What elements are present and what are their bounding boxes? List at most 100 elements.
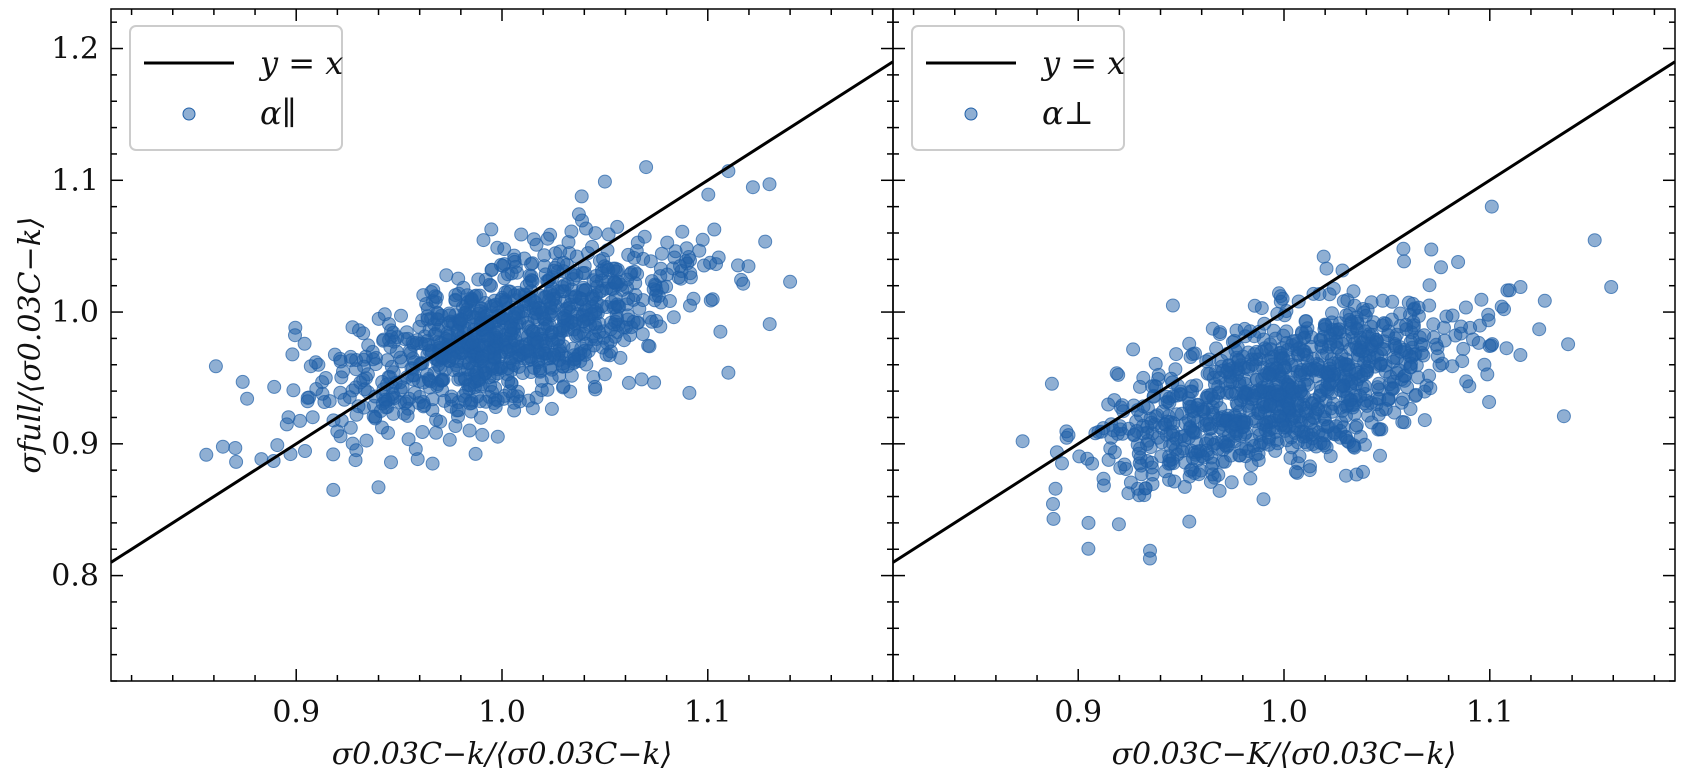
right-scatter-point: [1322, 377, 1337, 392]
left-scatter-point: [610, 297, 625, 312]
left-scatter-point: [456, 299, 470, 314]
right-scatter-point: [1302, 463, 1317, 478]
right-scatter-point: [1107, 445, 1122, 460]
right-scatter-point: [1189, 436, 1204, 450]
right-scatter-point: [1402, 348, 1417, 363]
right-scatter-point: [1219, 439, 1234, 454]
left-scatter-point: [485, 361, 500, 376]
right-legend-marker-swatch: [964, 107, 978, 121]
left-scatter-point: [539, 289, 554, 304]
left-scatter-point: [520, 343, 535, 358]
left-scatter-point: [458, 392, 473, 407]
right-scatter-point: [1182, 399, 1197, 414]
left-scatter-point: [442, 308, 457, 323]
left-x-tick-label: 1.1: [684, 695, 732, 730]
left-scatter-point: [631, 315, 646, 330]
left-scatter-point: [349, 407, 364, 422]
panel-left: 0.9 1.0 1.1 0.8 0.9 1.0 1.1 1.2 σ0.03C−k/⟨σ0.0…: [13, 8, 894, 772]
right-scatter-point: [1561, 337, 1576, 352]
left-scatter-point: [408, 442, 423, 456]
left-scatter-point: [713, 324, 728, 339]
left-scatter-point: [348, 453, 363, 468]
left-scatter-point: [533, 363, 548, 378]
right-scatter-point: [1158, 395, 1173, 410]
left-scatter-point: [365, 344, 380, 359]
left-scatter-point: [356, 326, 371, 341]
right-scatter-point: [1185, 423, 1200, 438]
right-scatter-points: [1015, 199, 1619, 566]
left-scatter-point: [286, 383, 301, 398]
right-scatter-point: [1377, 316, 1391, 331]
right-scatter-point: [1556, 409, 1571, 424]
right-scatter-point: [1353, 429, 1368, 444]
right-x-tick-label: 0.9: [1054, 695, 1102, 730]
right-scatter-point: [1163, 415, 1178, 430]
right-scatter-point: [1248, 414, 1263, 429]
right-scatter-point: [1316, 330, 1331, 344]
right-scatter-point: [1255, 380, 1270, 395]
right-scatter-point: [1046, 497, 1060, 511]
right-scatter-point: [1604, 280, 1619, 294]
right-scatter-point: [1397, 254, 1411, 269]
left-scatter-point: [540, 231, 555, 246]
right-scatter-point: [1459, 374, 1474, 389]
left-scatter-point: [544, 333, 559, 347]
right-scatter-point: [1293, 367, 1308, 382]
right-scatter-point: [1386, 354, 1401, 369]
right-scatter-point: [1236, 415, 1251, 430]
right-scatter-point: [1319, 440, 1334, 455]
right-scatter-point: [1451, 255, 1466, 269]
right-scatter-point: [1432, 358, 1447, 373]
left-scatter-point: [546, 347, 561, 362]
left-scatter-point: [433, 414, 448, 429]
left-scatter-point: [610, 219, 625, 234]
left-scatter-point: [537, 259, 552, 274]
right-scatter-point: [1276, 351, 1291, 366]
left-scatter-point: [519, 279, 534, 294]
right-scatter-point: [1272, 409, 1287, 423]
right-scatter-point: [1310, 397, 1325, 412]
right-scatter-point: [1059, 424, 1074, 439]
right-scatter-point: [1261, 430, 1276, 444]
right-scatter-point: [1224, 475, 1239, 490]
left-scatter-point: [606, 261, 621, 276]
right-scatter-point: [1342, 312, 1357, 327]
right-scatter-point: [1176, 441, 1191, 456]
left-scatter-point: [482, 277, 497, 292]
right-scatter-point: [1339, 408, 1353, 423]
right-scatter-point: [1494, 299, 1509, 314]
right-scatter-point: [1055, 456, 1069, 471]
left-scatter-point: [472, 288, 487, 303]
left-scatter-point: [475, 427, 490, 442]
left-scatter-point: [653, 319, 668, 334]
right-scatter-point: [1481, 307, 1496, 322]
left-scatter-point: [683, 266, 698, 281]
left-scatter-point: [454, 312, 469, 327]
left-legend-box: [129, 25, 343, 151]
left-scatter-point: [497, 388, 512, 403]
left-scatter-point: [439, 268, 454, 283]
right-identity-line: [892, 60, 1676, 564]
right-scatter-point: [1332, 322, 1347, 337]
right-scatter-point: [1203, 474, 1218, 489]
left-scatter-point: [281, 410, 296, 425]
left-scatter-point: [500, 361, 515, 376]
left-y-tick-label: 1.1: [51, 163, 99, 198]
right-scatter-point: [1429, 337, 1444, 352]
left-scatter-point: [597, 367, 612, 382]
right-scatter-point: [1393, 306, 1408, 321]
right-scatter-point: [1206, 437, 1221, 452]
right-scatter-point: [1199, 417, 1214, 432]
right-scatter-point: [1286, 408, 1301, 423]
left-scatter-point: [603, 344, 618, 359]
right-scatter-point: [1270, 387, 1285, 402]
left-scatter-point: [380, 400, 395, 414]
left-scatter-point: [597, 174, 612, 189]
left-scatter-point: [488, 400, 503, 414]
right-scatter-point: [1472, 318, 1487, 333]
right-x-tick-label: 1.1: [1466, 695, 1514, 730]
left-scatter-point: [420, 309, 435, 324]
left-scatter-point: [762, 177, 777, 192]
left-scatter-point: [267, 379, 282, 394]
left-scatter-point: [315, 375, 330, 390]
